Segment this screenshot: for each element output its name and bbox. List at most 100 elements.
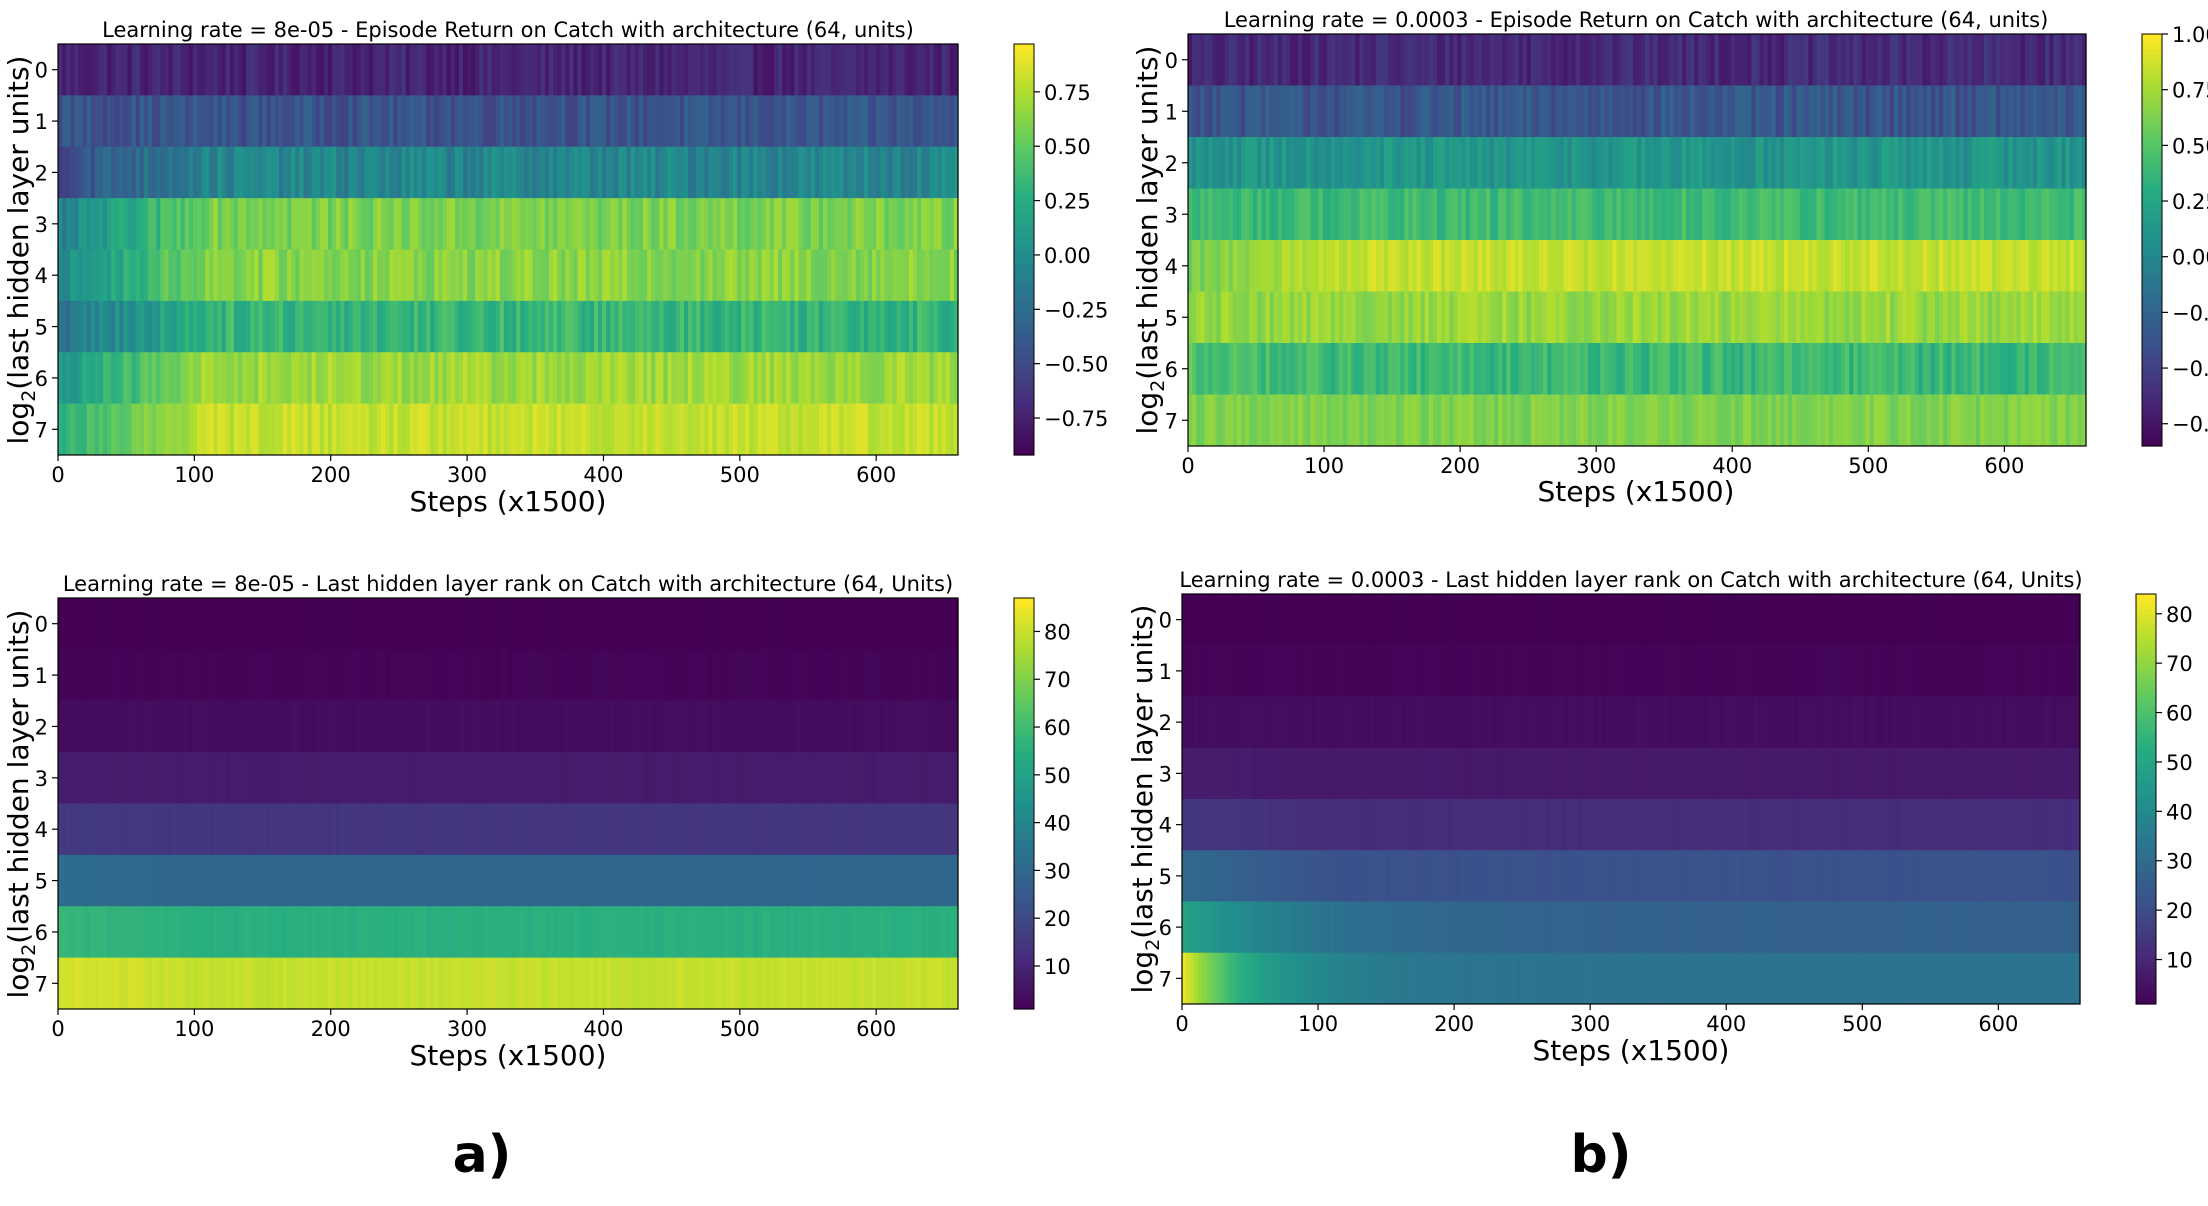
heatmap-cell [929,198,935,250]
heatmap-cell [1620,137,1626,189]
heatmap-cell [262,403,268,456]
heatmap-cell [332,95,337,148]
heatmap-cell [1951,240,1956,292]
heatmap-cell [401,700,407,753]
heatmap-cell [888,146,894,199]
heatmap-cell [548,752,554,804]
heatmap-cell [1959,188,1965,241]
heatmap-cell [389,403,395,456]
heatmap-cell [1837,85,1842,138]
heatmap-cell [1526,343,1532,395]
heatmap-cell [700,403,705,456]
heatmap-cell [103,300,108,353]
heatmap-cell [945,95,951,148]
heatmap-cell [270,649,276,702]
heatmap-cell [949,700,955,753]
heatmap-cell [1196,34,1201,86]
heatmap-cell [949,95,955,148]
heatmap-cell [1824,137,1830,189]
heatmap-cell [626,95,632,148]
heatmap-cell [839,300,845,353]
heatmap-cell [209,146,215,199]
heatmap-cell [1514,240,1520,292]
heatmap-cell [512,803,517,856]
heatmap-cell [1881,240,1887,292]
heatmap-cell [78,300,84,353]
heatmap-cell [1457,394,1463,447]
heatmap-cell [925,300,930,353]
heatmap-cell [1759,137,1765,189]
heatmap-cell [385,300,390,353]
heatmap-cell [1424,394,1430,447]
heatmap-cell [1363,34,1369,86]
heatmap-cell [430,44,435,96]
heatmap-cell [1477,394,1483,447]
heatmap-cell [884,146,890,199]
x-tick-label: 0 [51,463,64,487]
heatmap-cell [311,649,317,702]
heatmap-cell [577,300,583,353]
heatmap-cell [1677,291,1683,344]
heatmap-cell [851,649,857,702]
heatmap-cell [1714,291,1720,344]
heatmap-cell [160,649,165,702]
heatmap-cell [1718,343,1724,395]
heatmap-cell [233,598,239,650]
heatmap-cell [708,44,714,96]
heatmap-cell [291,403,296,456]
heatmap-cell [708,146,714,199]
heatmap-cell [1751,240,1756,292]
heatmap-cell [221,95,227,148]
heatmap-cell [1363,394,1369,447]
heatmap-cell [332,249,337,302]
heatmap-cell [2024,343,2030,395]
heatmap-cell [323,700,329,753]
heatmap-cell [1890,291,1895,344]
heatmap-cell [773,752,779,804]
heatmap-cell [1302,34,1307,86]
heatmap-cell [524,649,530,702]
heatmap-cell [364,352,370,405]
heatmap-cell [160,803,165,856]
heatmap-cell [1992,34,1997,86]
heatmap-cell [1583,137,1589,189]
heatmap-cell [332,352,337,405]
colorbar-gradient-step [1014,54,1034,61]
heatmap-cell [58,803,63,856]
heatmap-cell [1392,394,1397,447]
heatmap-cell [442,752,448,804]
heatmap-cell [135,649,141,702]
heatmap-cell [610,752,615,804]
heatmap-cell [765,352,771,405]
heatmap-cell [508,752,513,804]
heatmap-cell [1722,85,1728,138]
heatmap-cell [184,44,190,96]
heatmap-cell [368,752,374,804]
heatmap-cell [426,403,431,456]
heatmap-cell [606,700,611,753]
heatmap-cell [352,752,358,804]
heatmap-cell [1669,188,1675,241]
heatmap-cell [1547,34,1552,86]
heatmap-cell [1330,343,1336,395]
heatmap-cell [1988,137,1993,189]
heatmap-cell [1918,137,1924,189]
heatmap-cell [438,752,444,804]
heatmap-cell [205,752,210,804]
heatmap-cell [262,700,268,753]
heatmap-cell [1281,291,1287,344]
heatmap-cell [704,95,710,148]
heatmap-cell [520,44,525,96]
heatmap-cell [434,95,440,148]
heatmap-cell [868,352,873,405]
heatmap-cell [287,198,292,250]
heatmap-cell [250,300,255,353]
heatmap-cell [217,44,223,96]
heatmap-cell [598,198,603,250]
heatmap-cell [336,198,341,250]
heatmap-cell [753,146,759,199]
heatmap-cell [696,300,701,353]
heatmap-cell [917,300,922,353]
heatmap-cell [749,598,755,650]
heatmap-cell [1837,188,1842,241]
